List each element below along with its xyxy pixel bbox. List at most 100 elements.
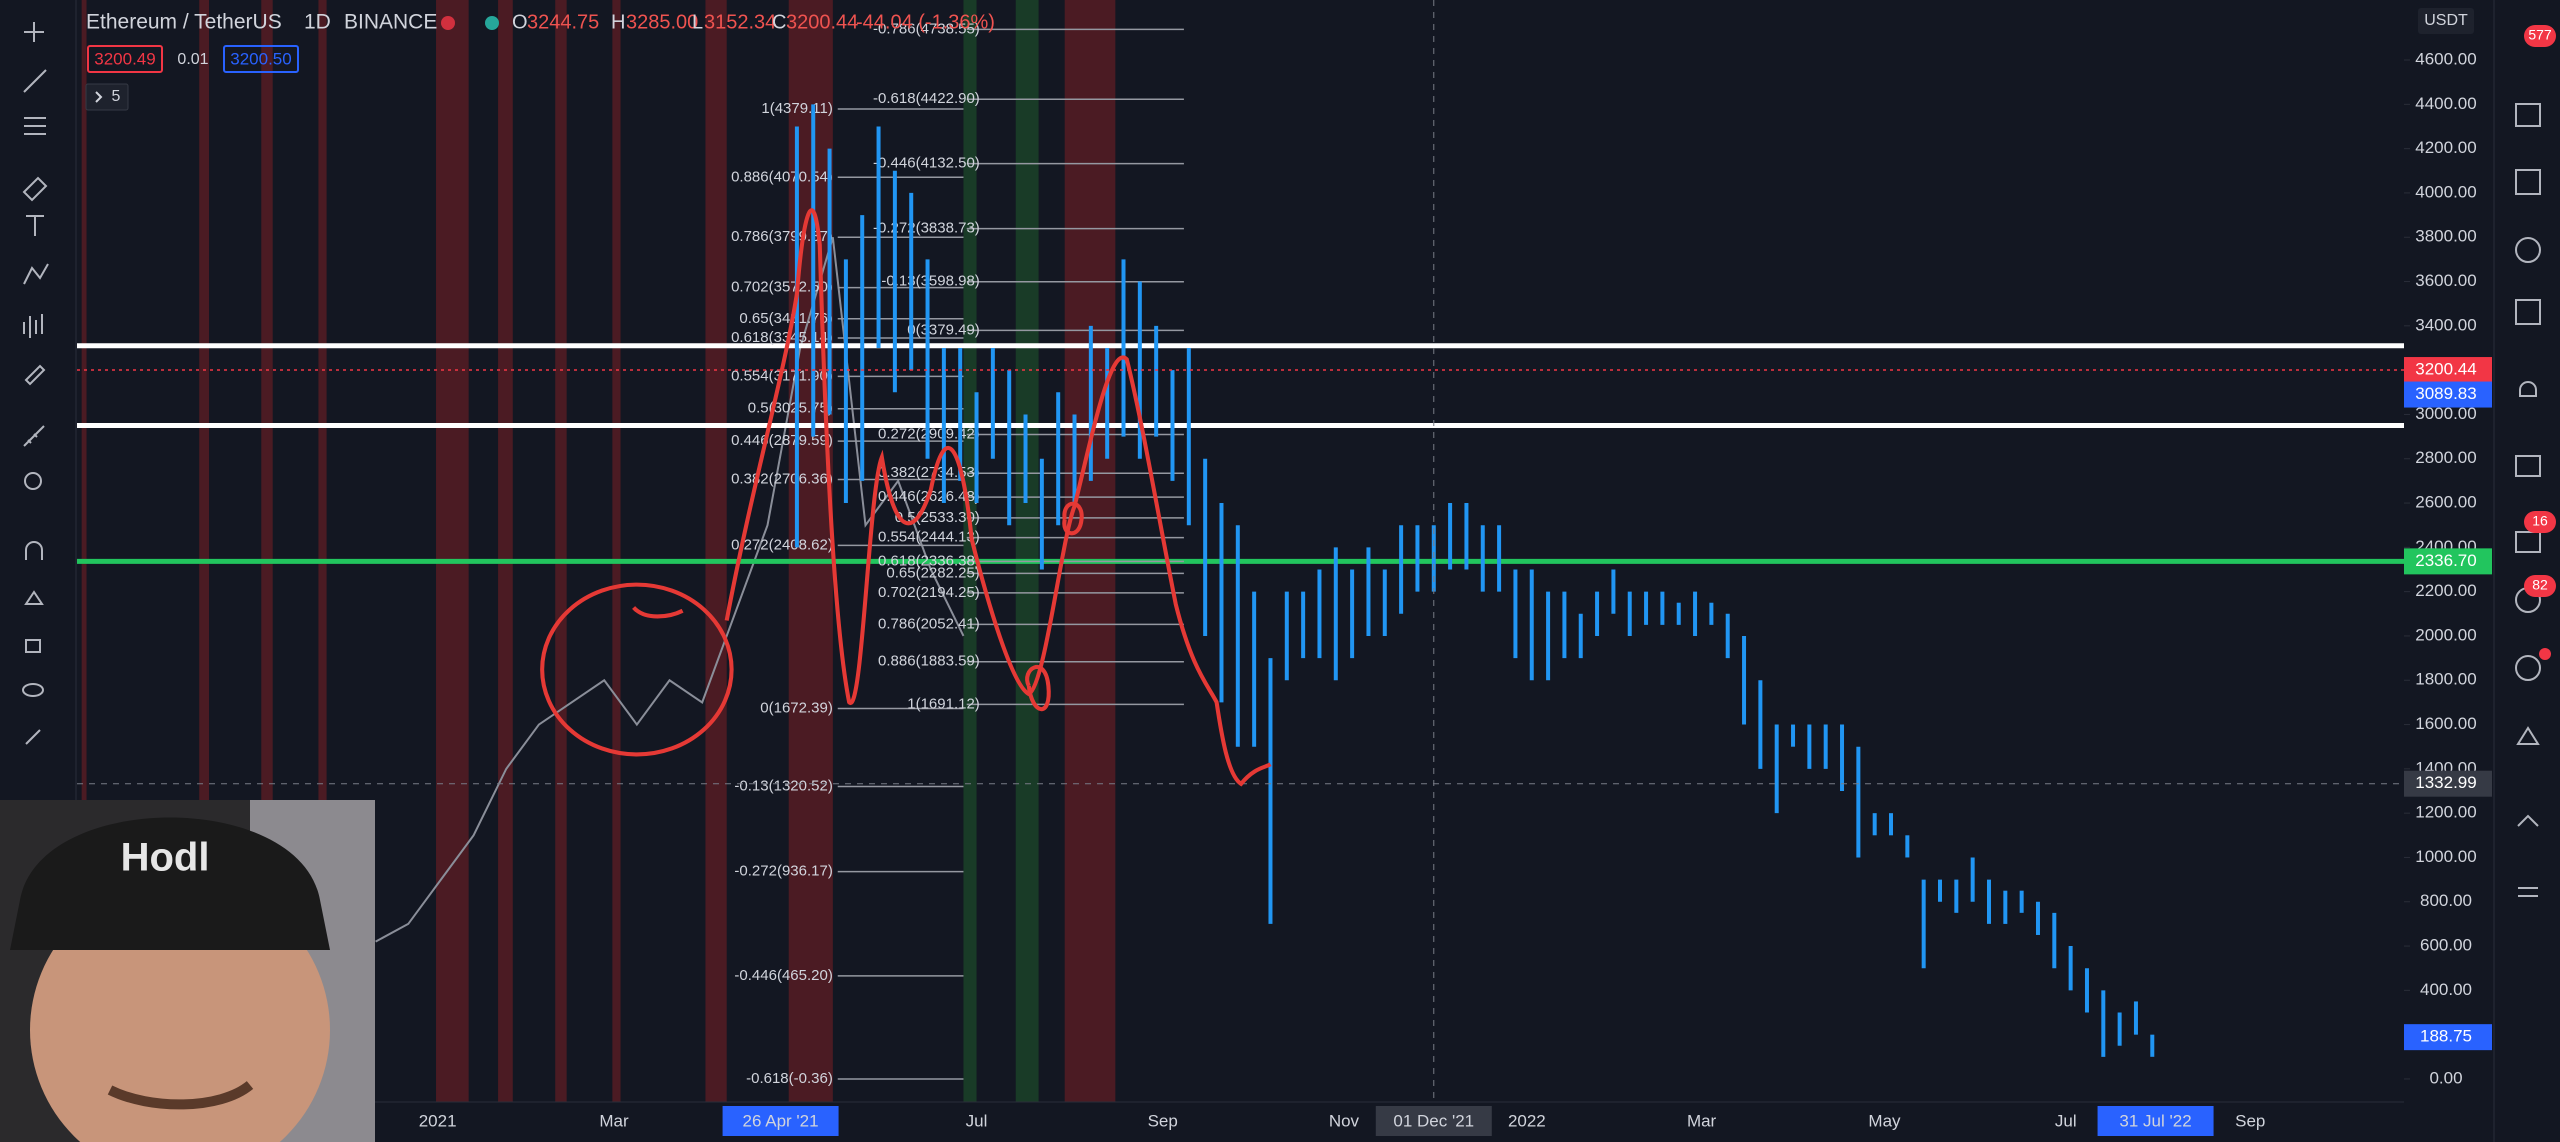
cap-text: Hodl [121,836,210,880]
watchlist-icon[interactable] [2515,169,2541,195]
badge-count: 82 [2532,577,2548,593]
y-tick-label: 800.00 [2420,891,2472,910]
alerts-icon[interactable] [2515,237,2541,263]
fib-label: -0.13(1320.52) [734,777,832,794]
news-icon[interactable] [2515,103,2541,127]
fib-label: 0(1672.39) [760,699,833,716]
fib-label: -0.786(4738.55) [873,20,980,37]
cap [10,817,330,950]
x-tick-label: 2021 [419,1111,457,1130]
y-tick-label: 0.00 [2429,1068,2462,1087]
fib-label: 0.702(3572.50) [731,279,833,296]
help-icon[interactable] [2517,814,2539,827]
interval[interactable]: 1D [304,11,331,34]
ask[interactable]: 3200.50 [230,49,291,68]
live-dot [2539,648,2551,660]
x-tick-label: 26 Apr '21 [743,1111,819,1130]
y-tick-label: 1800.00 [2415,670,2476,689]
x-tick-label: Mar [1687,1111,1717,1130]
price-badge [2404,381,2492,408]
fib-label: 1(1691.12) [907,695,980,712]
fib-label: -0.446(4132.50) [873,155,980,172]
bid[interactable]: 3200.49 [94,49,155,68]
drawn-circle [540,582,734,757]
y-tick-label: 400.00 [2420,980,2472,999]
time-axis [0,1101,2492,1142]
fib-label: 0.554(2444.13) [878,529,980,546]
price-badge-label: 3200.44 [2415,360,2476,379]
symbol[interactable]: Ethereum / TetherUS [86,11,282,34]
link-tool[interactable] [25,729,41,745]
icon-tool[interactable] [24,364,46,386]
fib-label: 0(3379.49) [907,321,980,338]
badge-count: 16 [2532,513,2548,529]
measure-tool[interactable] [23,425,45,447]
fib-label: -0.272(3838.73) [873,220,980,237]
drawn-mark [632,605,684,619]
lock-tool[interactable] [25,639,41,653]
x-tick-label: 31 Jul '22 [2119,1111,2191,1130]
magnet-tool[interactable] [25,541,43,560]
session-band [555,0,567,1102]
y-tick-label: 4600.00 [2415,50,2476,69]
y-tick-label: 4200.00 [2415,138,2476,157]
price-history [375,236,965,943]
session-band [612,0,621,1102]
more-icon[interactable] [2518,887,2538,897]
time-badge [1375,1106,1492,1136]
price-badge-label: 188.75 [2420,1027,2472,1046]
live-icon[interactable] [2515,655,2541,681]
text-tool[interactable] [26,215,44,236]
chat-icon[interactable] [2515,455,2541,477]
right-sidebar [2493,0,2560,1142]
fib-label: 0.65(2282.25) [886,564,979,581]
spread: 0.01 [177,51,208,68]
trendline-tool[interactable] [23,69,47,93]
price-badge [2404,770,2492,797]
draw-mode-tool[interactable] [24,590,44,605]
session-band [963,0,977,1102]
session-band [1015,0,1039,1102]
prediction-tool[interactable] [23,314,43,338]
calendar-icon[interactable] [2515,299,2541,325]
hide-tool[interactable] [22,683,44,697]
notifications-icon[interactable] [2516,726,2540,745]
price-badge [2404,1024,2492,1051]
y-tick-label: 2200.00 [2415,581,2476,600]
crosshair-tool[interactable] [24,22,44,42]
market-dot [485,16,499,30]
zoom-tool[interactable] [24,472,42,490]
indicator-toggle[interactable] [85,83,129,111]
ideas-icon[interactable] [2519,381,2537,397]
fib-tool[interactable] [24,117,46,135]
y-tick-label: 3400.00 [2415,315,2476,334]
y-tick-label: 3600.00 [2415,271,2476,290]
fib-label: 0.618(3345.14) [731,329,833,346]
y-tick-label: 1000.00 [2415,847,2476,866]
x-tick-label: Nov [1329,1111,1360,1130]
y-tick-label: 2000.00 [2415,625,2476,644]
fib-label: 0.786(2052.41) [878,615,980,632]
fib-label: 0.886(1883.59) [878,653,980,670]
price-badge [2404,548,2492,575]
header: Ethereum / TetherUS 1D BINANCE O 3244.75… [85,11,995,111]
buy-box[interactable] [223,45,299,73]
sell-box[interactable] [87,45,163,73]
time-badge [2097,1106,2214,1136]
hand-drawings [540,208,1272,787]
y-tick-label: 1200.00 [2415,803,2476,822]
pattern-tool[interactable] [23,263,49,285]
session-band [705,0,727,1102]
fib-label: -0.618(4422.90) [873,90,980,107]
streams-icon[interactable] [2515,531,2541,553]
webcam-overlay: Hodl [0,800,375,1142]
high-value: 3285.00 [626,11,698,33]
session-band [436,0,469,1102]
session-band [1064,0,1116,1102]
fib-label: 0.446(2879.59) [731,432,833,449]
brush-tool[interactable] [22,176,48,202]
price-badge-label: 2336.70 [2415,551,2476,570]
